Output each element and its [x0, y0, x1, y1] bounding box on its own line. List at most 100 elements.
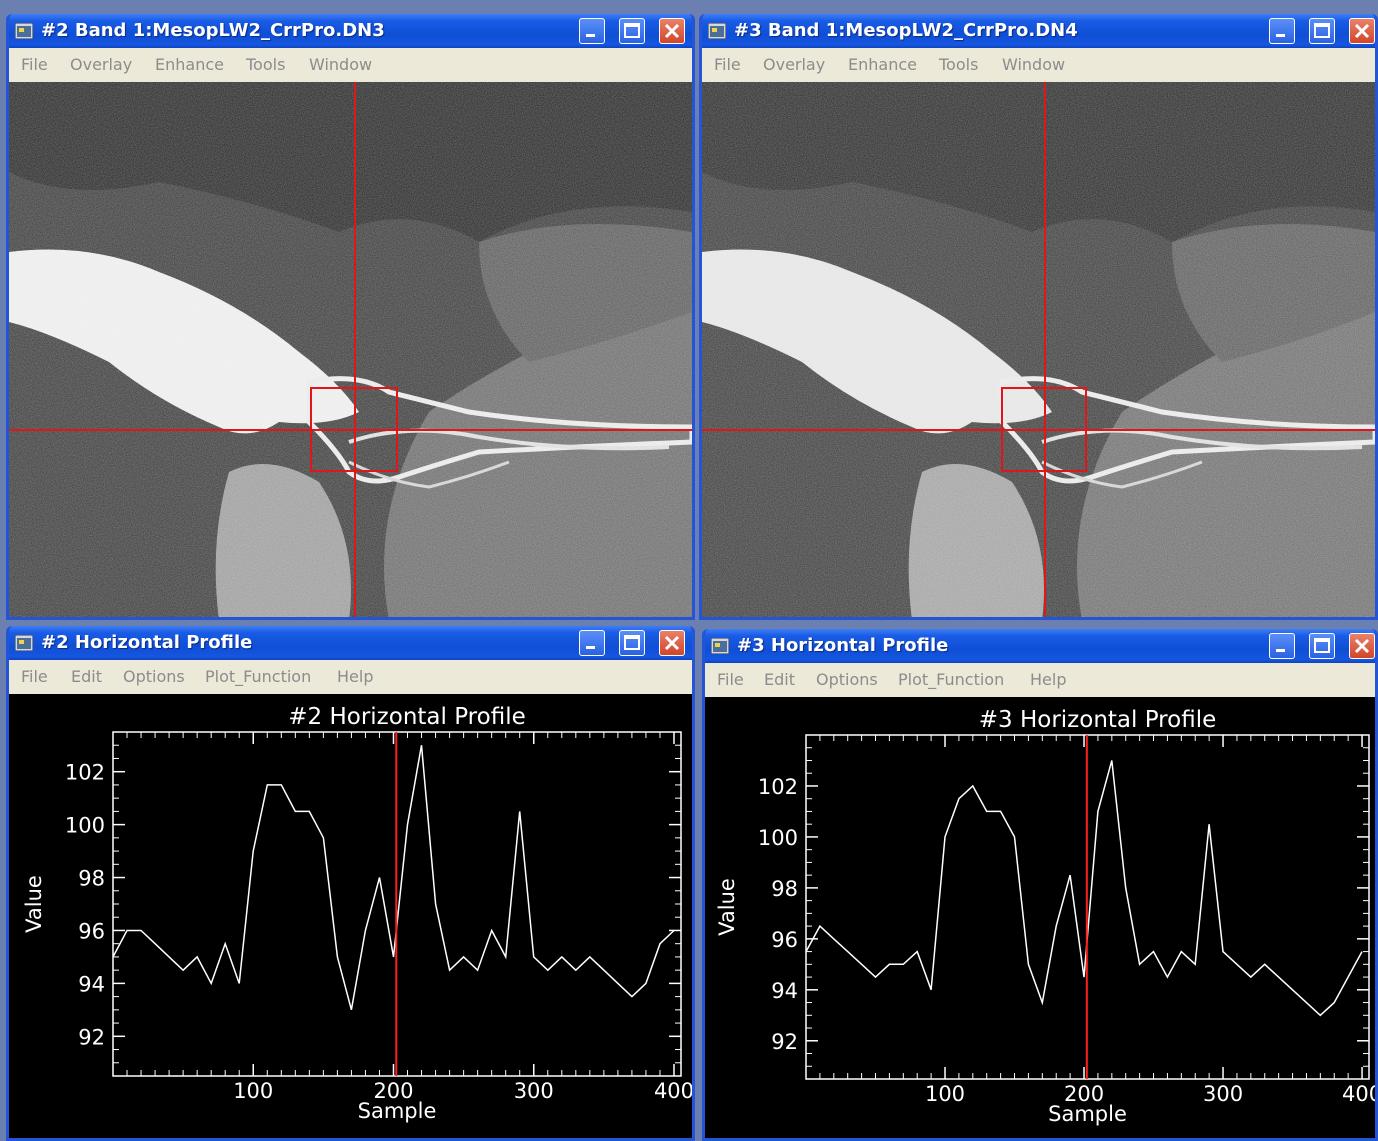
x-tick-label: 300: [1203, 1082, 1243, 1106]
minimize-icon: [1276, 34, 1285, 37]
menu-plot-function[interactable]: Plot_Function: [205, 667, 312, 686]
menu-edit[interactable]: Edit: [764, 670, 795, 689]
profile-line: [805, 760, 1363, 1017]
satellite-image[interactable]: [9, 82, 692, 617]
close-button[interactable]: [659, 18, 685, 44]
maximize-icon: [1314, 638, 1330, 653]
minimize-icon: [586, 34, 595, 37]
app-icon: [15, 635, 33, 651]
menu-tools[interactable]: Tools: [246, 55, 286, 74]
y-tick-label: 94: [78, 972, 105, 996]
close-button[interactable]: [1349, 633, 1375, 659]
menubar: File Edit Options Plot_Function Help: [705, 663, 1375, 697]
menu-file[interactable]: File: [714, 55, 741, 74]
maximize-icon: [624, 635, 640, 650]
maximize-button[interactable]: [619, 18, 645, 44]
chart-title: #2 Horizontal Profile: [288, 704, 525, 730]
y-tick-label: 100: [65, 814, 105, 838]
window-title: #2 Band 1:MesopLW2_CrrPro.DN3: [41, 20, 385, 41]
satellite-image-canvas[interactable]: [702, 82, 1375, 617]
profile-chart[interactable]: 92 94 96 98 100 102 100 200 300 400 #2 Horizontal …: [9, 694, 692, 1138]
menu-options[interactable]: Options: [123, 667, 185, 686]
maximize-button[interactable]: [1309, 633, 1335, 659]
menu-window[interactable]: Window: [1002, 55, 1066, 74]
menubar: File Overlay Enhance Tools Window: [9, 48, 692, 82]
app-icon: [711, 638, 729, 654]
y-tick-label: 102: [758, 775, 798, 799]
x-tick-label: 100: [925, 1082, 965, 1106]
y-axis-label: Value: [22, 875, 46, 933]
x-tick-label: 400: [654, 1079, 692, 1103]
x-axis-label: Sample: [1048, 1102, 1127, 1126]
close-button[interactable]: [1349, 18, 1375, 44]
close-icon: [664, 635, 680, 651]
minimize-button[interactable]: [579, 630, 605, 656]
window-title: #3 Band 1:MesopLW2_CrrPro.DN4: [734, 20, 1078, 41]
y-tick-label: 100: [758, 826, 798, 850]
app-icon: [15, 23, 33, 39]
y-tick-label: 102: [65, 761, 105, 785]
minimize-button[interactable]: [1269, 18, 1295, 44]
menu-file[interactable]: File: [21, 667, 48, 686]
chart-title: #3 Horizontal Profile: [979, 707, 1216, 733]
window-title: #3 Horizontal Profile: [737, 635, 949, 656]
x-tick-label: 200: [1064, 1082, 1104, 1106]
satellite-image-canvas[interactable]: [9, 82, 692, 617]
profile-plot-area[interactable]: 92 94 96 98 100 102 100 200 300 400 #2 Horizontal …: [9, 694, 692, 1138]
minimize-icon: [1276, 649, 1285, 652]
menu-window[interactable]: Window: [309, 55, 373, 74]
maximize-button[interactable]: [619, 630, 645, 656]
close-icon: [664, 23, 680, 39]
window-titlebar[interactable]: #2 Horizontal Profile: [9, 626, 692, 660]
crosshair: [9, 82, 692, 617]
menu-help[interactable]: Help: [1030, 670, 1067, 689]
profile-chart[interactable]: 92 94 96 98 100 102 100 200 300 400 #3 Horizontal …: [705, 697, 1375, 1138]
menu-edit[interactable]: Edit: [71, 667, 102, 686]
y-tick-label: 92: [78, 1025, 105, 1049]
x-tick-label: 100: [233, 1079, 273, 1103]
crosshair: [702, 82, 1375, 617]
image-window-3[interactable]: #3 Band 1:MesopLW2_CrrPro.DN4 File Overl…: [699, 14, 1378, 620]
minimize-button[interactable]: [579, 18, 605, 44]
menu-enhance[interactable]: Enhance: [848, 55, 917, 74]
menubar: File Edit Options Plot_Function Help: [9, 660, 692, 694]
x-axis-label: Sample: [358, 1099, 437, 1123]
maximize-button[interactable]: [1309, 18, 1335, 44]
window-title: #2 Horizontal Profile: [41, 632, 253, 653]
menubar: File Overlay Enhance Tools Window: [702, 48, 1375, 82]
close-button[interactable]: [659, 630, 685, 656]
image-window-2[interactable]: #2 Band 1:MesopLW2_CrrPro.DN3 File Overl…: [6, 14, 695, 620]
y-tick-label: 98: [78, 867, 105, 891]
menu-enhance[interactable]: Enhance: [155, 55, 224, 74]
x-tick-label: 300: [514, 1079, 554, 1103]
minimize-icon: [586, 646, 595, 649]
menu-plot-function[interactable]: Plot_Function: [898, 670, 1005, 689]
profile-window-3[interactable]: #3 Horizontal Profile File Edit Options …: [702, 629, 1378, 1141]
menu-file[interactable]: File: [717, 670, 744, 689]
profile-line: [112, 745, 675, 1010]
menu-overlay[interactable]: Overlay: [70, 55, 133, 74]
y-tick-label: 94: [771, 979, 798, 1003]
maximize-icon: [1314, 23, 1330, 38]
close-icon: [1354, 638, 1370, 654]
window-titlebar[interactable]: #3 Horizontal Profile: [705, 629, 1375, 663]
app-icon: [708, 23, 726, 39]
satellite-image[interactable]: [702, 82, 1375, 617]
maximize-icon: [624, 23, 640, 38]
menu-overlay[interactable]: Overlay: [763, 55, 826, 74]
close-icon: [1354, 23, 1370, 39]
y-axis-label: Value: [715, 878, 739, 936]
y-tick-label: 98: [771, 877, 798, 901]
window-titlebar[interactable]: #3 Band 1:MesopLW2_CrrPro.DN4: [702, 14, 1375, 48]
x-tick-label: 400: [1342, 1082, 1375, 1106]
menu-tools[interactable]: Tools: [939, 55, 979, 74]
minimize-button[interactable]: [1269, 633, 1295, 659]
x-tick-label: 200: [373, 1079, 413, 1103]
window-titlebar[interactable]: #2 Band 1:MesopLW2_CrrPro.DN3: [9, 14, 692, 48]
menu-options[interactable]: Options: [816, 670, 878, 689]
y-tick-label: 92: [771, 1030, 798, 1054]
profile-window-2[interactable]: #2 Horizontal Profile File Edit Options …: [6, 626, 695, 1141]
menu-file[interactable]: File: [21, 55, 48, 74]
menu-help[interactable]: Help: [337, 667, 374, 686]
profile-plot-area[interactable]: 92 94 96 98 100 102 100 200 300 400 #3 Horizontal …: [705, 697, 1375, 1138]
